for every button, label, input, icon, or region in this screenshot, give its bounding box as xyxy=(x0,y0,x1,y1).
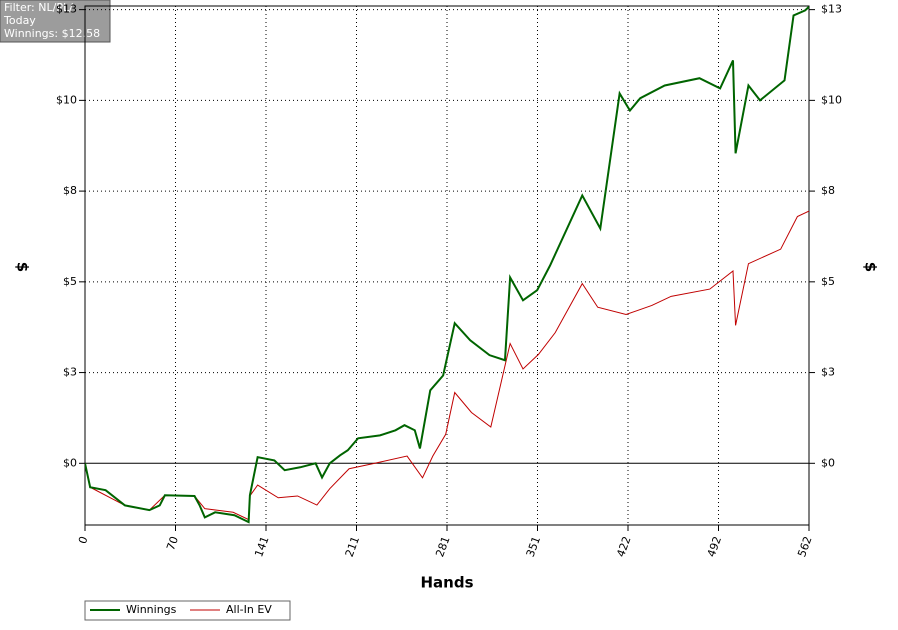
filter-box xyxy=(0,0,111,43)
y-tick-label: $10 xyxy=(56,93,77,106)
y2-tick-label: $3 xyxy=(821,366,835,379)
x-tick-label: 0 xyxy=(76,535,91,546)
y2-tick-label: $13 xyxy=(821,3,842,16)
filter-text: Today xyxy=(3,14,36,27)
y-tick-label: $3 xyxy=(63,366,77,379)
x-tick-label: 351 xyxy=(524,535,543,559)
legend-label: All-In EV xyxy=(226,603,272,616)
y-tick-label: $8 xyxy=(63,184,77,197)
y-tick-label: $0 xyxy=(63,456,77,469)
x-tick-label: 211 xyxy=(343,535,362,559)
plot-frame xyxy=(84,5,810,526)
y-tick-label: $5 xyxy=(63,275,77,288)
y2-tick-label: $8 xyxy=(821,184,835,197)
y2-tick-label: $10 xyxy=(821,93,842,106)
x-tick-label: 281 xyxy=(433,535,452,559)
x-tick-label: 492 xyxy=(705,535,724,559)
filter-text: Filter: NL/PL/ xyxy=(4,1,73,14)
series-line xyxy=(85,210,809,521)
y2-tick-label: $5 xyxy=(821,275,835,288)
legend-label: Winnings xyxy=(126,603,177,616)
y2-tick-label: $0 xyxy=(821,456,835,469)
x-tick-label: 422 xyxy=(614,535,633,559)
series-line xyxy=(85,6,809,524)
x-tick-label: 562 xyxy=(795,535,814,559)
y-tick-label: $13 xyxy=(56,3,77,16)
legend-box xyxy=(84,600,291,621)
x-tick-label: 70 xyxy=(164,535,181,553)
x-axis-title: Hands xyxy=(420,574,473,592)
y-axis-title: $ xyxy=(14,262,32,272)
filter-text: Winnings: $12.58 xyxy=(4,27,100,40)
y2-axis-title: $ xyxy=(862,262,880,272)
x-tick-label: 141 xyxy=(252,535,271,559)
